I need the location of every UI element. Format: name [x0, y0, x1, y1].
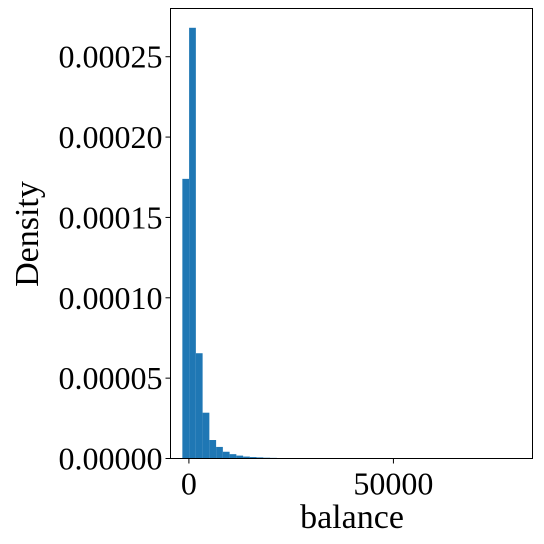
histogram-bar [189, 27, 196, 459]
histogram-bar [243, 456, 250, 459]
y-axis-ticks: 0.00000 0.00005 0.00010 0.00015 0.00020 0.000… [59, 39, 171, 477]
histogram-bar [222, 451, 230, 459]
histogram-bar [249, 457, 257, 459]
y-tick-label: 0.00000 [59, 441, 163, 477]
y-tick-label: 0.00005 [59, 360, 163, 396]
x-tick-label: 0 [181, 466, 197, 502]
y-tick-label: 0.00020 [59, 119, 163, 155]
histogram-bar [182, 178, 190, 459]
y-tick-label: 0.00010 [59, 280, 163, 316]
x-axis-ticks: 0 50000 [181, 458, 433, 502]
y-axis-label: Density [9, 181, 46, 287]
x-tick-label: 50000 [353, 466, 433, 502]
y-tick-label: 0.00015 [59, 199, 163, 235]
histogram-bar [236, 455, 244, 459]
histogram-bar [209, 440, 217, 459]
histogram-bar [202, 412, 210, 459]
histogram-bar [195, 353, 203, 459]
x-axis-label: balance [300, 499, 404, 536]
histogram-bar [216, 446, 223, 459]
plot-frame [170, 8, 533, 459]
histogram-bars [182, 27, 446, 459]
histogram-bar [256, 457, 264, 459]
histogram-bar [229, 454, 237, 459]
y-tick-label: 0.00025 [59, 39, 163, 75]
